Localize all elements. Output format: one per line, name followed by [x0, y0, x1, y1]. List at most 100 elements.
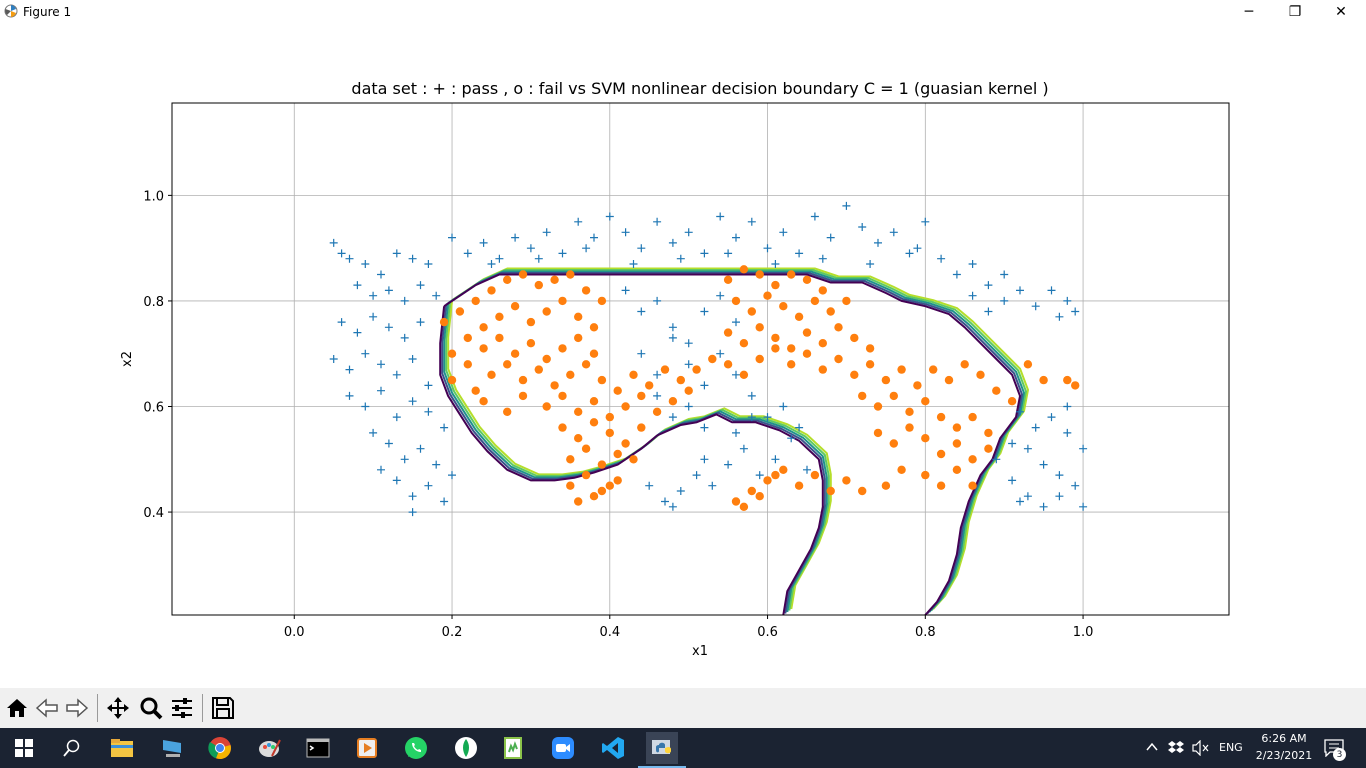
pass-point [369, 291, 378, 300]
pass-point [700, 249, 709, 258]
axis-ticks: 0.0 0.2 0.4 0.6 0.8 1.0 0.4 0.6 0.8 1.0 [143, 189, 1093, 640]
taskbar-paint[interactable] [254, 732, 286, 764]
pass-point [590, 233, 598, 242]
pass-point [637, 244, 646, 253]
taskbar-computer[interactable] [156, 732, 188, 764]
pass-point [511, 233, 520, 242]
zoom-app-icon [552, 737, 574, 759]
fail-point [518, 391, 528, 401]
zoom-button[interactable] [137, 694, 165, 722]
fail-point [542, 402, 551, 411]
fail-point [834, 323, 843, 332]
boundary-contour-line [443, 273, 1022, 616]
fail-point [802, 349, 812, 358]
window-title: Figure 1 [23, 5, 72, 19]
fail-point [487, 286, 496, 295]
pass-point [716, 291, 725, 300]
restore-button[interactable]: ❐ [1272, 0, 1318, 24]
fail-point [755, 270, 764, 279]
pass-point [968, 260, 977, 268]
fail-point [566, 455, 575, 464]
pass-point [345, 365, 354, 374]
clock-date[interactable]: 2/23/2021 [1255, 749, 1313, 762]
pass-point [732, 318, 740, 327]
pan-button[interactable] [104, 694, 132, 722]
fail-point [550, 381, 559, 390]
search-button[interactable] [56, 732, 88, 764]
pass-point [400, 296, 409, 305]
figure-canvas[interactable]: 0.0 0.2 0.4 0.6 0.8 1.0 0.4 0.6 0.8 1.0 data set … [0, 24, 1366, 688]
taskbar-mongodb[interactable] [450, 732, 482, 764]
dropbox-icon[interactable] [1168, 740, 1184, 754]
close-button[interactable]: ✕ [1318, 0, 1364, 24]
taskbar-media-player[interactable] [351, 732, 383, 764]
forward-button[interactable] [63, 694, 91, 722]
pass-point [921, 217, 930, 226]
minimize-button[interactable]: ─ [1226, 0, 1272, 24]
language-indicator[interactable]: ENG [1219, 741, 1243, 754]
taskbar-notepad-plus[interactable] [498, 732, 530, 764]
axes-frame [171, 102, 1230, 616]
taskbar-python-active[interactable] [646, 732, 678, 764]
fail-point [613, 449, 622, 459]
fail-point [574, 407, 583, 416]
fail-point [574, 497, 583, 506]
fail-point [865, 360, 875, 369]
speaker-muted-icon[interactable] [1192, 740, 1210, 756]
taskbar-file-explorer[interactable] [106, 732, 138, 764]
fail-point [566, 481, 575, 490]
pass-point [1071, 307, 1080, 316]
fail-point [826, 486, 835, 496]
fail-point [747, 486, 756, 496]
taskbar-whatsapp[interactable] [400, 732, 432, 764]
mongodb-icon [455, 737, 477, 759]
pass-point [534, 254, 543, 263]
pass-point [1055, 471, 1064, 480]
fail-point [787, 270, 796, 279]
pass-point [1031, 423, 1040, 432]
pass-point [392, 413, 401, 422]
fail-point [471, 386, 480, 395]
pass-point [858, 223, 867, 231]
fail-point [542, 354, 551, 364]
fail-point [1023, 360, 1033, 369]
fail-point [574, 312, 583, 321]
taskbar-zoom[interactable] [547, 732, 579, 764]
pass-point [653, 217, 662, 226]
pass-point [668, 502, 677, 511]
pass-point [392, 476, 401, 485]
configure-button[interactable] [168, 694, 196, 722]
back-button[interactable] [33, 694, 61, 722]
pass-point [574, 217, 583, 226]
active-app-indicator [638, 766, 686, 768]
pass-point [605, 212, 614, 221]
chevron-up-icon[interactable] [1146, 742, 1158, 752]
start-button[interactable] [8, 732, 40, 764]
pass-point [329, 238, 338, 247]
pass-point [747, 217, 756, 226]
pass-point [377, 270, 385, 279]
fail-points [439, 265, 1080, 511]
taskbar-terminal[interactable] [302, 732, 334, 764]
taskbar-vscode[interactable] [597, 732, 629, 764]
save-button[interactable] [209, 694, 237, 722]
clock-time[interactable]: 6:26 AM [1261, 732, 1307, 745]
fail-point [566, 270, 575, 279]
pass-point [724, 460, 733, 469]
figure-toolbar [0, 688, 1366, 728]
pass-point [732, 233, 740, 242]
pass-point [700, 455, 709, 464]
fail-point [723, 275, 733, 284]
pass-point [377, 386, 385, 395]
fail-point [818, 339, 827, 348]
fail-point [487, 370, 496, 379]
fail-point [629, 370, 638, 379]
boundary-contour-line [451, 267, 1030, 610]
pass-point [424, 407, 433, 416]
pass-point [495, 254, 504, 263]
fail-point [542, 307, 551, 316]
fail-point [479, 323, 488, 332]
pass-point [384, 439, 393, 448]
home-button[interactable] [3, 694, 31, 722]
taskbar-chrome[interactable] [204, 732, 236, 764]
